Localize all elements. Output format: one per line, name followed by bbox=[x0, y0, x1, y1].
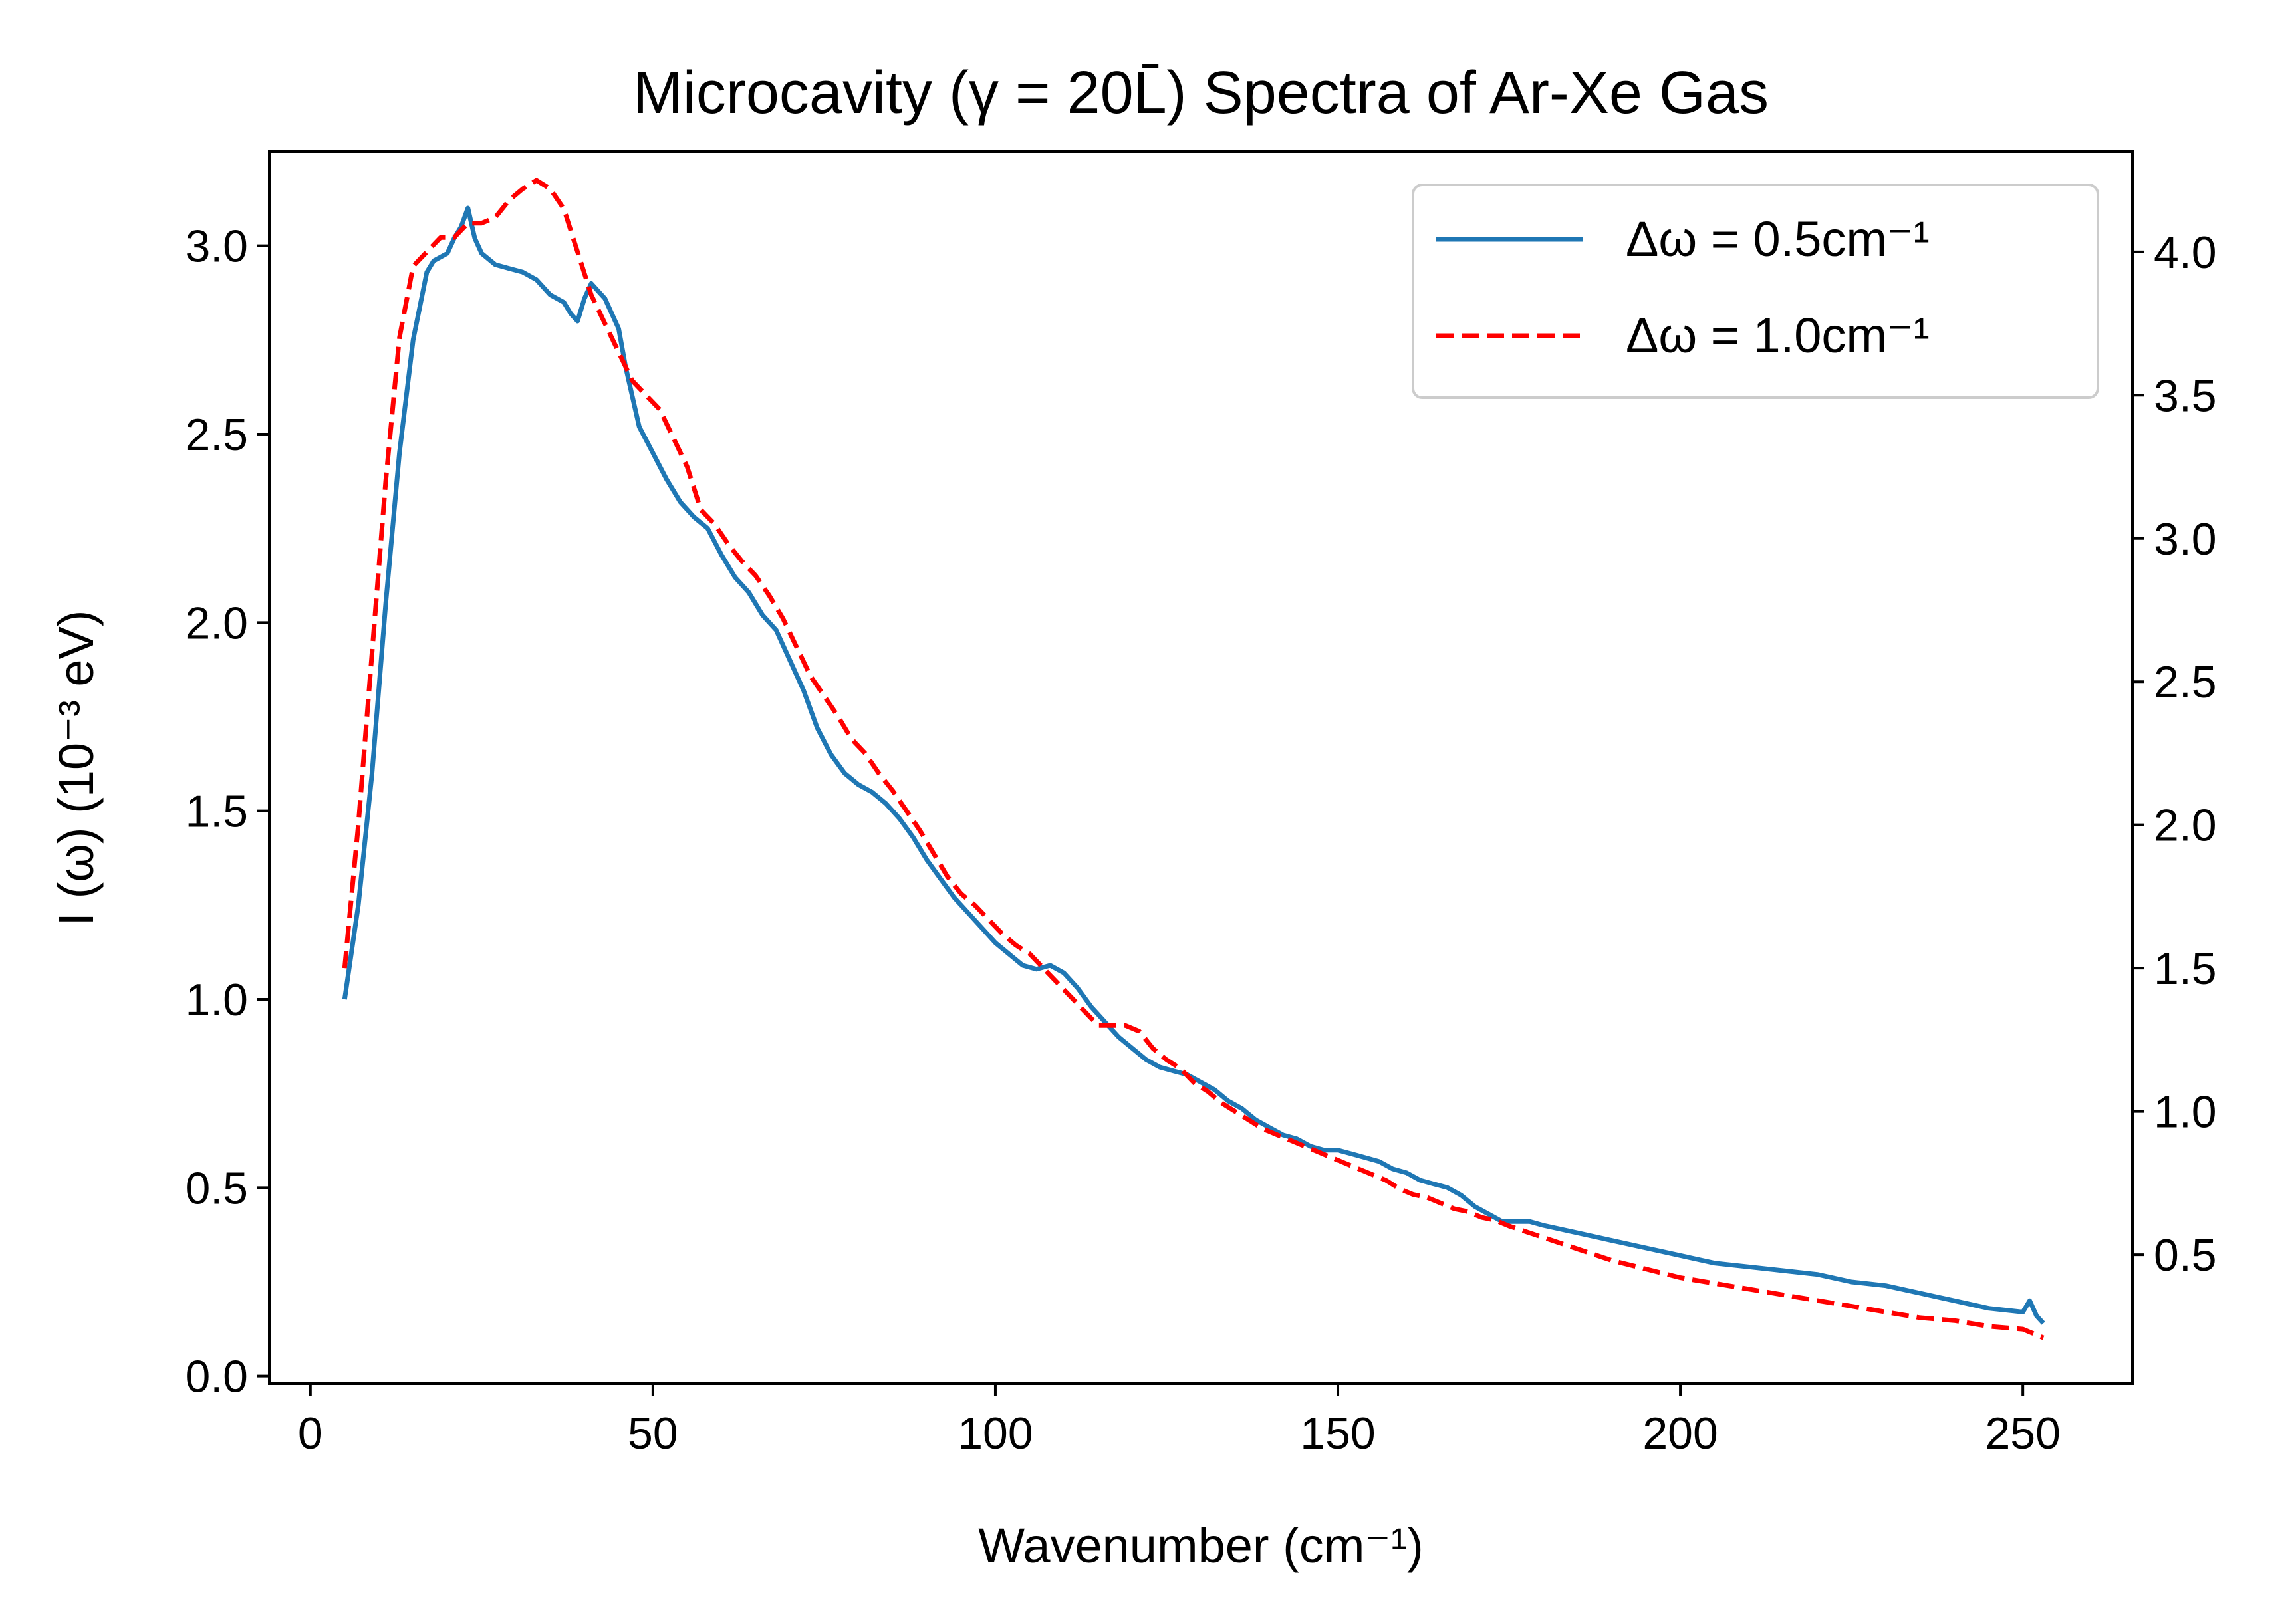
legend-label-series-1: Δω = 1.0cm⁻¹ bbox=[1626, 308, 1930, 363]
y2-tick-label: 2.0 bbox=[2154, 801, 2217, 851]
y-tick-label: 0.0 bbox=[185, 1352, 248, 1402]
y-tick-label: 0.5 bbox=[185, 1163, 248, 1213]
x-tick-label: 250 bbox=[1985, 1408, 2060, 1459]
y-tick-label: 1.5 bbox=[185, 787, 248, 837]
legend: Δω = 0.5cm⁻¹ Δω = 1.0cm⁻¹ bbox=[1413, 185, 2098, 398]
x-axis-label: Wavenumber (cm⁻¹) bbox=[978, 1518, 1424, 1573]
legend-label-series-0: Δω = 0.5cm⁻¹ bbox=[1626, 211, 1930, 267]
x-tick-label: 100 bbox=[957, 1408, 1033, 1459]
x-tick-label: 200 bbox=[1642, 1408, 1718, 1459]
y2-tick-label: 3.0 bbox=[2154, 514, 2217, 564]
y2-tick-label: 0.5 bbox=[2154, 1230, 2217, 1281]
y2-tick-label: 2.5 bbox=[2154, 657, 2217, 707]
y-tick-label: 3.0 bbox=[185, 221, 248, 272]
y-tick-label: 1.0 bbox=[185, 975, 248, 1025]
y2-tick-label: 4.0 bbox=[2154, 227, 2217, 278]
y-axis-label: I (ω) (10⁻³ eV) bbox=[49, 610, 104, 926]
x-tick-label: 0 bbox=[298, 1408, 323, 1459]
y-tick-label: 2.5 bbox=[185, 410, 248, 460]
x-tick-label: 50 bbox=[628, 1408, 678, 1459]
y2-tick-label: 3.5 bbox=[2154, 370, 2217, 421]
y2-tick-label: 1.0 bbox=[2154, 1087, 2217, 1138]
y2-tick-label: 1.5 bbox=[2154, 943, 2217, 994]
chart-title: Microcavity (γ = 20L̄) Spectra of Ar-Xe … bbox=[633, 60, 1769, 126]
x-tick-label: 150 bbox=[1300, 1408, 1375, 1459]
y-tick-label: 2.0 bbox=[185, 598, 248, 648]
